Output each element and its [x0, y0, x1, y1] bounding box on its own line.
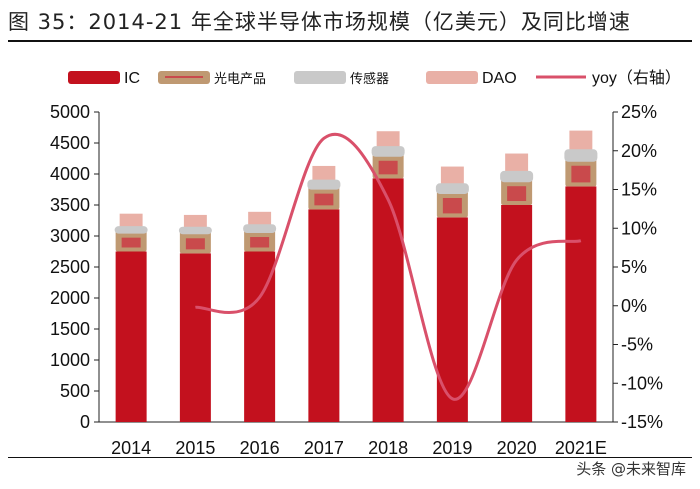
bar-opto-inner	[185, 238, 205, 250]
bar-dao	[119, 213, 143, 231]
bar-opto-inner	[507, 186, 527, 201]
bar-ic	[436, 217, 468, 422]
bar-ic	[372, 178, 404, 422]
bar-sensor	[564, 149, 598, 162]
bar-dao	[569, 130, 593, 154]
bar-sensor	[435, 183, 469, 194]
legend-ic-label: IC	[124, 70, 140, 87]
y2-tick-label: -5%	[621, 335, 653, 355]
legend-sensor-swatch	[294, 71, 346, 84]
bar-dao	[440, 166, 464, 188]
y-tick-label: 2500	[50, 257, 90, 277]
bar-sensor	[307, 179, 341, 190]
x-tick-label: 2014	[111, 438, 151, 458]
bar-sensor	[371, 146, 405, 157]
x-tick-label: 2019	[432, 438, 472, 458]
y-tick-label: 1000	[50, 350, 90, 370]
x-tick-label: 2015	[175, 438, 215, 458]
legend-dao-label: DAO	[482, 70, 517, 87]
bottom-rule	[8, 457, 692, 458]
x-tick-label: 2018	[368, 438, 408, 458]
legend-dao-swatch	[426, 71, 478, 84]
bar-ic	[179, 253, 211, 422]
bar-opto-inner	[571, 165, 591, 183]
bar-opto-inner	[378, 160, 398, 175]
figure-title: 图 35：2014-21 年全球半导体市场规模（亿美元）及同比增速	[8, 10, 631, 34]
y-tick-label: 1500	[50, 319, 90, 339]
y2-tick-label: 15%	[621, 180, 657, 200]
y-tick-label: 500	[60, 381, 90, 401]
y-tick-label: 5000	[50, 102, 90, 122]
y-tick-label: 3000	[50, 226, 90, 246]
bar-ic	[308, 209, 340, 422]
bar-sensor	[178, 226, 212, 235]
y-tick-label: 2000	[50, 288, 90, 308]
bar-ic	[501, 205, 533, 422]
legend-sensor-label: 传感器	[350, 71, 389, 86]
bar-ic	[565, 186, 597, 422]
bar-dao	[248, 211, 272, 229]
x-tick-label: 2021E	[555, 438, 607, 458]
watermark: 头条 @未来智库	[576, 460, 686, 478]
y2-tick-label: 25%	[621, 102, 657, 122]
x-tick-label: 2017	[304, 438, 344, 458]
y-tick-label: 0	[80, 412, 90, 432]
y2-tick-label: 5%	[621, 257, 647, 277]
legend-yoy-label: yoy（右轴）	[592, 69, 681, 87]
legend-opto-label: 光电产品	[214, 71, 266, 86]
bar-dao	[505, 153, 529, 175]
bar-opto-inner	[442, 197, 462, 214]
bar-sensor	[114, 226, 148, 234]
bar-opto-inner	[250, 237, 270, 248]
y-tick-label: 4000	[50, 164, 90, 184]
yoy-line	[195, 132, 582, 401]
bar-dao	[312, 165, 336, 184]
bar-dao	[376, 131, 400, 151]
y2-tick-label: 10%	[621, 218, 657, 238]
legend-ic-swatch	[68, 71, 120, 84]
bar-ic	[115, 251, 147, 422]
y2-tick-label: 0%	[621, 296, 647, 316]
y2-tick-label: -10%	[621, 373, 663, 393]
bar-opto-inner	[121, 237, 141, 248]
x-tick-label: 2020	[497, 438, 537, 458]
bar-sensor	[243, 224, 277, 234]
y2-tick-label: -15%	[621, 412, 663, 432]
y-tick-label: 4500	[50, 133, 90, 153]
chart: 0 500 1000 1500 2000 2500 3000 3500 4000 4500 5000…	[50, 69, 681, 458]
bar-opto-inner	[314, 193, 334, 206]
title-rule	[8, 40, 692, 42]
x-tick-label: 2016	[240, 438, 280, 458]
y-tick-label: 3500	[50, 195, 90, 215]
y2-tick-label: 20%	[621, 141, 657, 161]
bar-sensor	[500, 170, 534, 183]
